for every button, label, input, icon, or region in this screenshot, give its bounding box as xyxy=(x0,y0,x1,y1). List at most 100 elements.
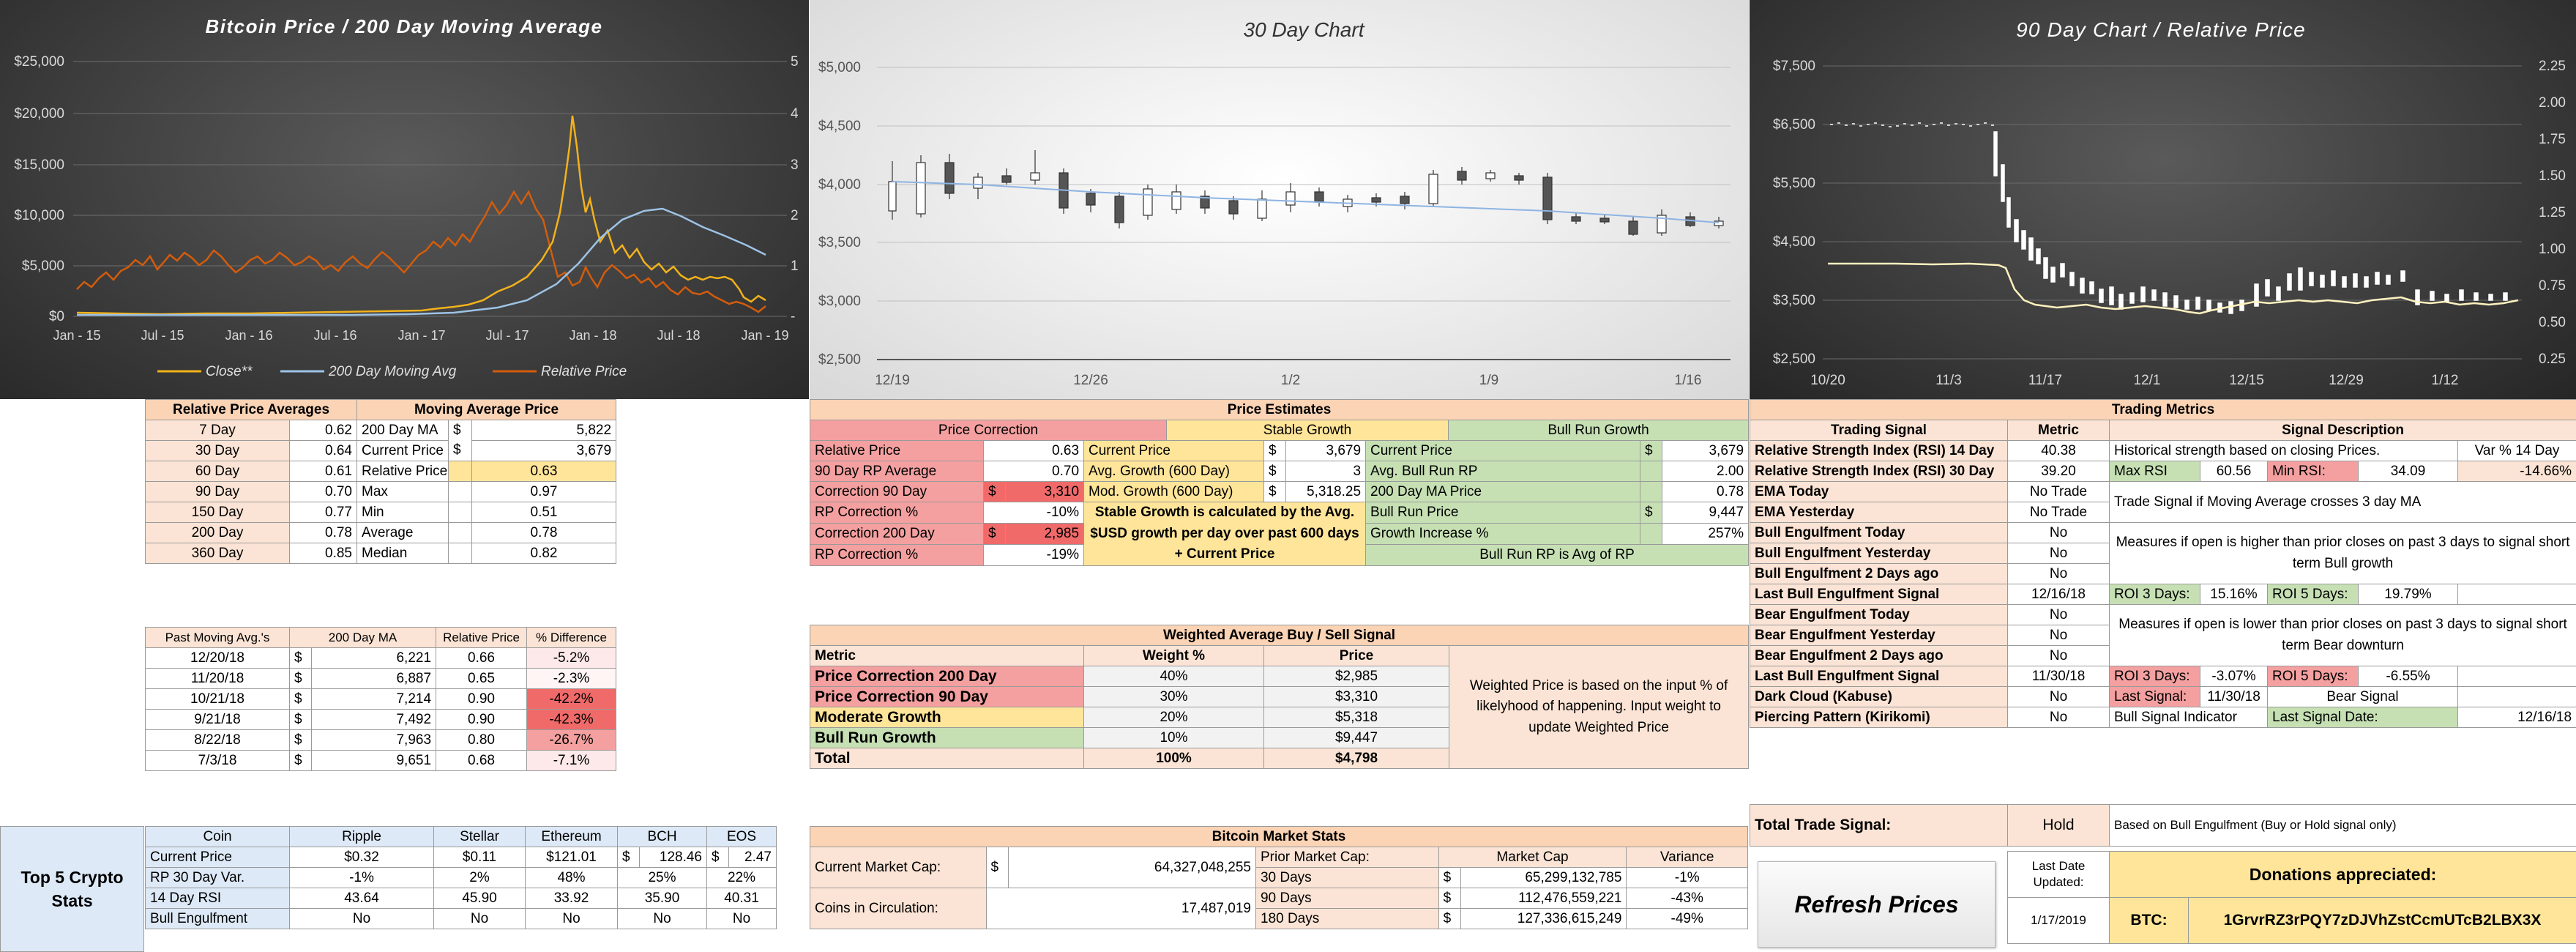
tm-bear-signal: Bear Signal xyxy=(2267,686,2458,707)
c90-y2-tick: 0.75 xyxy=(2539,278,2566,294)
refresh-prices-button[interactable]: Refresh Prices xyxy=(1758,861,1996,948)
c90-y-tick: $2,500 xyxy=(1773,352,1815,367)
tm-min-rsi-label: Min RSI: xyxy=(2267,461,2359,482)
donations-label: Donations appreciated: xyxy=(2108,851,2576,898)
ms-var: -49% xyxy=(1626,908,1748,929)
top5-cell: 25% xyxy=(617,867,707,888)
ms-coins-value: 17,487,019 xyxy=(985,888,1256,929)
pe-dollar: $ xyxy=(1263,461,1287,482)
c90-y2-tick: 0.25 xyxy=(2539,352,2566,367)
tm-desc-hist: Historical strength based on closing Pri… xyxy=(2109,440,2458,461)
tm-signal: Bull Engulfment 2 Days ago xyxy=(1750,563,2008,584)
close-series xyxy=(76,115,766,316)
wa-h-metric: Metric xyxy=(810,645,1084,666)
map-dollar xyxy=(448,543,472,564)
c90-y2-tick: 2.25 xyxy=(2539,59,2566,74)
c90-x-tick: 11/17 xyxy=(2028,373,2062,388)
c90-x-tick: 12/1 xyxy=(2134,373,2161,388)
top5-cell: 2.47 xyxy=(728,847,777,868)
btc-chart-title: Bitcoin Price / 200 Day Moving Average xyxy=(206,15,603,37)
top5-cell: No xyxy=(525,908,618,929)
top5-cell: No xyxy=(617,908,707,929)
pe-dollar: $ xyxy=(1263,440,1287,461)
rpa-value: 0.61 xyxy=(289,461,357,482)
pma-diff: -42.2% xyxy=(526,688,617,710)
ms-dollar: $ xyxy=(1438,888,1462,909)
rpa-period: 90 Day xyxy=(145,481,290,502)
pma-dollar: $ xyxy=(289,688,312,710)
legend-ma200: 200 Day Moving Avg xyxy=(328,364,457,379)
rpa-period: 200 Day xyxy=(145,522,290,543)
tm-last-signal-label: Last Signal: xyxy=(2109,686,2200,707)
btc-label: BTC: xyxy=(2109,897,2189,944)
total-signal-label: Total Trade Signal: xyxy=(1750,804,2008,847)
pe-value: 3,679 xyxy=(1285,440,1367,461)
wa-weight[interactable]: 40% xyxy=(1083,666,1264,687)
past-moving-averages-table: Past Moving Avg.'s 200 Day MA Relative P… xyxy=(145,627,617,771)
map-value: 0.78 xyxy=(471,522,617,543)
wa-weight[interactable]: 30% xyxy=(1083,686,1264,707)
rpa-value: 0.78 xyxy=(289,522,357,543)
pe-dollar: $ xyxy=(1640,502,1663,524)
ms-cap-label: Current Market Cap: xyxy=(810,847,987,888)
c30-y-tick: $3,000 xyxy=(818,294,861,309)
top5-cell: No xyxy=(706,908,777,929)
trading-metrics-table: Trading Metrics Trading Signal Metric Si… xyxy=(1749,399,2576,728)
ms-coins-label: Coins in Circulation: xyxy=(810,888,987,929)
map-key: Min xyxy=(356,502,449,523)
map-value: 3,679 xyxy=(471,440,617,461)
top5-row-label: 14 Day RSI xyxy=(145,888,290,909)
relative-price-averages-table: Relative Price Averages Moving Average P… xyxy=(145,399,617,564)
wa-weight[interactable]: 20% xyxy=(1083,707,1264,728)
legend-relative-price: Relative Price xyxy=(541,364,627,379)
top5-cell: -1% xyxy=(289,867,434,888)
btc-address[interactable]: 1GrvrRZ3rPQY7zDJVhZstCcmUTcB2LBX3X xyxy=(2187,897,2576,944)
btc-y2-tick: 1 xyxy=(791,259,799,274)
map-key: Median xyxy=(356,543,449,564)
tm-signal: Piercing Pattern (Kirikomi) xyxy=(1750,707,2008,728)
pma-dollar: $ xyxy=(289,668,312,689)
top5-cell: $0.32 xyxy=(289,847,434,868)
total-signal-value: Hold xyxy=(2007,804,2110,847)
map-key: Current Price xyxy=(356,440,449,461)
total-signal-note: Based on Bull Engulfment (Buy or Hold si… xyxy=(2109,804,2576,847)
pe-label: Bull Run Price xyxy=(1365,502,1641,524)
wa-weight[interactable]: 10% xyxy=(1083,727,1264,748)
pe-label: Avg. Growth (600 Day) xyxy=(1083,461,1265,482)
wa-note: Weighted Price is based on the input % o… xyxy=(1448,645,1750,769)
c30-y-tick: $4,500 xyxy=(818,119,861,134)
rpa-period: 360 Day xyxy=(145,543,290,564)
ms-cap-value: 64,327,048,255 xyxy=(1007,847,1256,888)
tm-signal: Bear Engulfment Yesterday xyxy=(1750,625,2008,646)
chart-90day-panel: 90 Day Chart / Relative Price $7,500 $6,… xyxy=(1750,0,2576,399)
pma-diff: -5.2% xyxy=(526,647,617,669)
pe-label: Mod. Growth (600 Day) xyxy=(1083,481,1265,502)
pe-label: Avg. Bull Run RP xyxy=(1365,461,1641,482)
relative-price-series xyxy=(76,190,766,313)
top5-cell: 22% xyxy=(706,867,777,888)
price-estimates-body: Relative Price 0.63 Current Price $ 3,67… xyxy=(810,440,1750,566)
tm-signal: Dark Cloud (Kabuse) xyxy=(1750,686,2008,707)
map-dollar xyxy=(448,522,472,543)
ms-h-var: Variance xyxy=(1626,847,1748,868)
top5-h-ethereum: Ethereum xyxy=(525,826,618,847)
c90-x-tick: 12/29 xyxy=(2329,373,2364,388)
tm-signal: Relative Strength Index (RSI) 30 Day xyxy=(1750,461,2008,482)
btc-y-tick: $5,000 xyxy=(22,259,64,274)
pma-diff: -42.3% xyxy=(526,709,617,730)
btc-legend: Close** 200 Day Moving Avg Relative Pric… xyxy=(157,364,627,379)
pe-dollar: $ xyxy=(1263,481,1287,502)
pe-value: 3,679 xyxy=(1662,440,1750,461)
tm-signal: Bear Engulfment 2 Days ago xyxy=(1750,645,2008,666)
pe-title: Price Estimates xyxy=(809,399,1750,420)
top5-h-eos: EOS xyxy=(706,826,777,847)
pe-value: 0.78 xyxy=(1662,481,1750,502)
top5-row-label: RP 30 Day Var. xyxy=(145,867,290,888)
c30-y-tick: $3,500 xyxy=(818,235,861,250)
c30-x-tick: 1/9 xyxy=(1479,373,1498,388)
tm-bull-indicator: Bull Signal Indicator xyxy=(2109,707,2268,728)
tm-last-trade: 12/16/18 xyxy=(2457,707,2576,728)
c30-x-tick: 1/16 xyxy=(1675,373,1702,388)
wa-price: $9,447 xyxy=(1263,727,1449,748)
rpa-value: 0.62 xyxy=(289,420,357,441)
